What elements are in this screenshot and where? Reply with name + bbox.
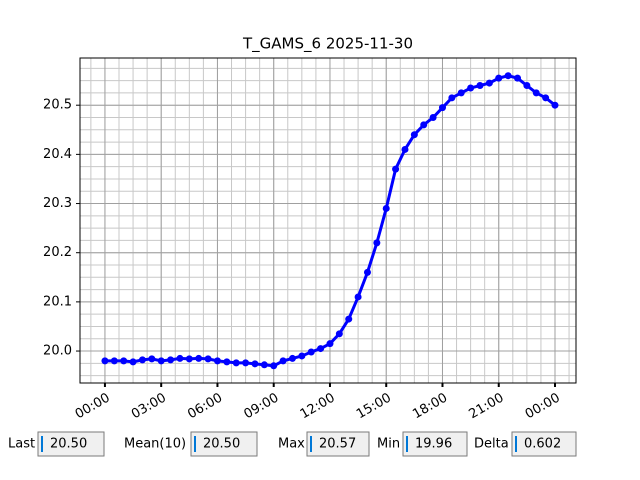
y-tick-label: 20.2 xyxy=(43,245,72,260)
data-point xyxy=(363,268,371,276)
data-point xyxy=(354,293,362,301)
y-tick-label: 20.1 xyxy=(43,294,72,309)
data-point xyxy=(307,348,315,356)
data-point xyxy=(373,239,381,247)
y-tick-label: 20.0 xyxy=(43,344,72,359)
data-point xyxy=(457,89,465,97)
data-point xyxy=(326,340,334,348)
data-point xyxy=(513,74,521,82)
data-point xyxy=(485,79,493,87)
data-point xyxy=(279,357,287,365)
chart-title: T_GAMS_6 2025-11-30 xyxy=(242,35,413,54)
stat-box xyxy=(511,431,577,457)
data-point xyxy=(204,355,212,363)
data-point xyxy=(523,82,531,90)
data-point xyxy=(270,362,278,370)
data-point xyxy=(101,357,109,365)
data-point xyxy=(148,355,156,363)
data-point xyxy=(317,345,325,353)
data-point xyxy=(448,94,456,102)
plot-frame xyxy=(79,57,577,384)
stat-value: 19.96 xyxy=(415,437,452,452)
data-point xyxy=(345,315,353,323)
data-point xyxy=(467,84,475,92)
data-point xyxy=(335,330,343,338)
data-point xyxy=(298,352,306,360)
data-point xyxy=(232,359,240,367)
y-tick-label: 20.4 xyxy=(43,147,72,162)
data-point xyxy=(242,359,250,367)
data-point xyxy=(476,82,484,90)
data-point xyxy=(138,356,146,364)
data-point xyxy=(251,360,259,368)
stat-box xyxy=(190,431,258,457)
data-point xyxy=(392,165,400,173)
stat-value: 0.602 xyxy=(524,437,561,452)
stat-value: 20.50 xyxy=(203,437,240,452)
data-point xyxy=(551,101,559,109)
data-point xyxy=(260,361,268,369)
data-point xyxy=(504,72,512,80)
data-point xyxy=(288,354,296,362)
data-point xyxy=(420,121,428,129)
data-point xyxy=(382,204,390,212)
y-tick-label: 20.5 xyxy=(43,98,72,113)
stat-label: Mean(10) xyxy=(124,437,186,452)
data-point xyxy=(223,358,231,366)
stat-label: Max xyxy=(278,437,305,452)
data-point xyxy=(401,145,409,153)
stat-value: 20.50 xyxy=(50,437,87,452)
data-point xyxy=(157,357,165,365)
stat-box xyxy=(306,431,370,457)
stat-box xyxy=(402,431,468,457)
stat-box xyxy=(37,431,105,457)
data-point xyxy=(120,357,128,365)
data-point xyxy=(195,354,203,362)
data-point xyxy=(129,358,137,366)
stat-label: Min xyxy=(377,437,400,452)
data-point xyxy=(176,354,184,362)
data-point xyxy=(532,89,540,97)
data-point xyxy=(429,113,437,121)
data-point xyxy=(438,104,446,112)
data-point xyxy=(495,74,503,82)
data-point xyxy=(167,356,175,364)
stat-label: Delta xyxy=(474,437,509,452)
stat-label: Last xyxy=(8,437,35,452)
data-point xyxy=(213,357,221,365)
data-point xyxy=(185,355,193,363)
data-point xyxy=(410,131,418,139)
stat-value: 20.57 xyxy=(319,437,356,452)
data-point xyxy=(110,357,118,365)
data-point xyxy=(542,94,550,102)
y-tick-label: 20.3 xyxy=(43,196,72,211)
